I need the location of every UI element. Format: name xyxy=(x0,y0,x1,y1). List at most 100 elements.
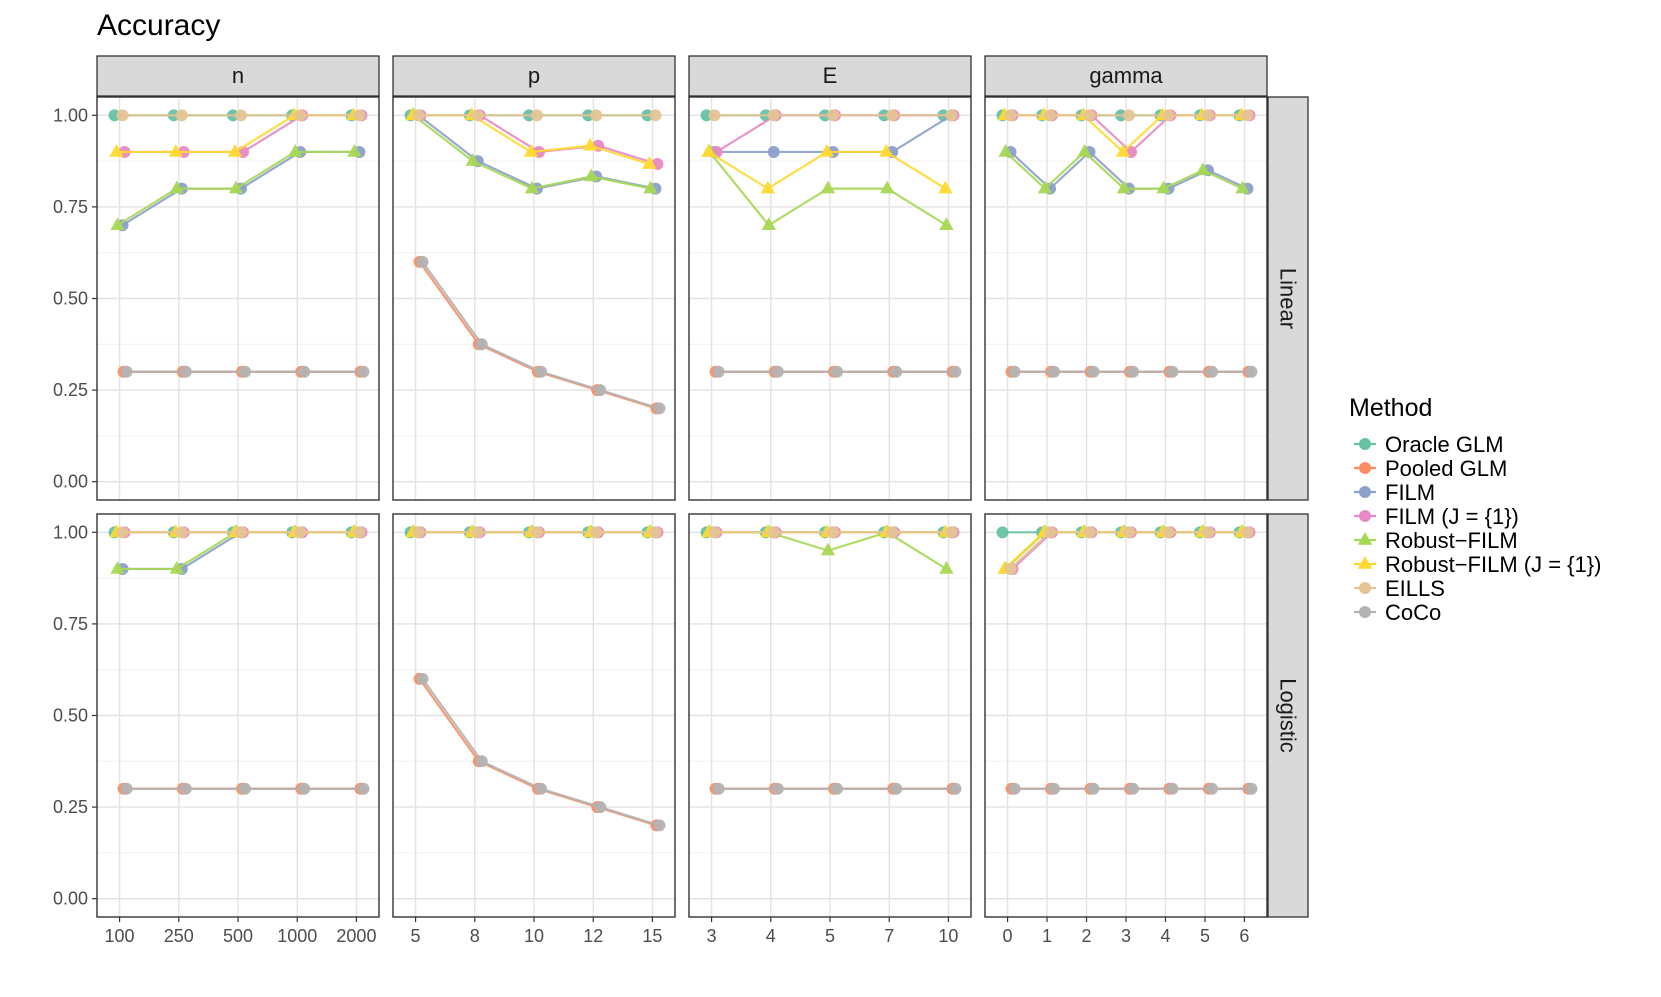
data-point-triangle xyxy=(169,180,184,194)
data-point xyxy=(1201,526,1214,539)
data-point xyxy=(412,526,425,539)
series-eills xyxy=(116,526,366,539)
y-tick-label: 0.75 xyxy=(53,197,88,217)
data-point xyxy=(653,819,666,832)
series-coco xyxy=(712,782,962,795)
panel-linear-p xyxy=(392,96,676,501)
data-point-triangle xyxy=(820,180,836,194)
data-point xyxy=(1241,109,1254,122)
x-tick-label: 10 xyxy=(524,926,544,946)
data-point xyxy=(1123,109,1135,122)
legend-item-robust-film-j-1: Robust−FILM (J = {1}) xyxy=(1354,552,1601,577)
data-point-triangle xyxy=(879,143,894,157)
x-tick-label: 100 xyxy=(105,926,135,946)
data-point xyxy=(827,526,839,539)
strip-logistic: Logistic xyxy=(1267,513,1309,918)
data-point xyxy=(179,365,192,378)
data-point xyxy=(827,109,839,122)
data-point-triangle xyxy=(1037,180,1053,194)
data-point-triangle xyxy=(288,143,303,157)
data-point xyxy=(239,365,251,378)
data-point xyxy=(1008,365,1021,378)
data-point xyxy=(1201,109,1214,122)
series-robust-film xyxy=(702,143,954,231)
data-point xyxy=(298,782,311,795)
data-point-triangle xyxy=(701,143,716,157)
legend-item-eills: EILLS xyxy=(1354,576,1445,601)
data-point-triangle xyxy=(1115,143,1131,157)
legend-item-coco: CoCo xyxy=(1354,600,1441,625)
data-point xyxy=(531,109,543,122)
data-point xyxy=(416,672,429,685)
strip-label-n: n xyxy=(232,63,244,88)
data-point xyxy=(357,365,370,378)
data-point xyxy=(1083,109,1096,122)
data-point-triangle xyxy=(819,143,835,157)
data-point xyxy=(235,526,247,539)
data-point xyxy=(1087,782,1100,795)
data-point-triangle xyxy=(1195,162,1211,176)
strip-background xyxy=(1267,513,1309,918)
series-robust-film xyxy=(406,107,658,194)
data-point-triangle xyxy=(643,180,658,194)
data-point xyxy=(1241,526,1254,539)
panel-border xyxy=(984,513,1268,918)
series-coco xyxy=(712,365,962,378)
data-point xyxy=(1127,365,1139,378)
data-point-triangle xyxy=(524,180,540,194)
data-point-triangle xyxy=(820,542,836,556)
data-point xyxy=(179,782,192,795)
data-point-triangle xyxy=(109,143,124,157)
data-point xyxy=(471,109,484,122)
data-point xyxy=(416,255,429,268)
strip-background xyxy=(96,55,380,97)
panel-logistic-gamma xyxy=(984,513,1268,918)
legend-key-circle xyxy=(1359,438,1371,450)
data-point xyxy=(1004,562,1017,575)
data-point-triangle xyxy=(227,143,243,157)
data-point-triangle xyxy=(939,560,954,574)
data-point-triangle xyxy=(642,156,657,169)
data-point xyxy=(767,145,780,158)
y-tick-label: 0.50 xyxy=(53,289,88,309)
data-point xyxy=(831,365,843,378)
series-eills xyxy=(708,526,958,539)
data-point xyxy=(708,526,721,539)
data-point-triangle xyxy=(998,143,1013,157)
x-tick-label: 4 xyxy=(766,926,776,946)
data-point-triangle xyxy=(169,560,184,574)
data-point xyxy=(1205,365,1218,378)
data-point xyxy=(535,782,547,795)
strip-label-linear: Linear xyxy=(1276,268,1301,329)
legend-label: EILLS xyxy=(1385,576,1445,601)
legend-label: FILM xyxy=(1385,480,1435,505)
data-point-triangle xyxy=(1235,180,1250,194)
strip-background xyxy=(392,55,676,97)
x-tick-label: 3 xyxy=(707,926,717,946)
legend-item-robust-film: Robust−FILM xyxy=(1354,528,1518,553)
data-point xyxy=(120,782,133,795)
legend-item-film-j-1: FILM (J = {1}) xyxy=(1354,504,1519,529)
x-tick-label: 8 xyxy=(470,926,480,946)
panel-logistic-p xyxy=(392,513,676,918)
y-tick-label: 0.50 xyxy=(53,706,88,726)
strip-background xyxy=(1267,96,1309,501)
legend-label: CoCo xyxy=(1385,600,1441,625)
legend-key-circle xyxy=(1359,582,1371,594)
legend-key-circle xyxy=(1359,462,1371,474)
data-point xyxy=(1087,365,1100,378)
data-point-triangle xyxy=(110,217,125,231)
data-point xyxy=(594,384,607,397)
x-tick-label: 1000 xyxy=(277,926,317,946)
data-point-triangle xyxy=(761,217,776,231)
data-point xyxy=(412,109,425,122)
data-point xyxy=(353,109,366,122)
series-coco xyxy=(416,255,666,415)
data-point xyxy=(1048,365,1061,378)
strip-gamma: gamma xyxy=(984,55,1268,97)
data-point xyxy=(712,782,725,795)
panel-linear-e xyxy=(688,96,972,501)
legend-item-film: FILM xyxy=(1354,480,1435,505)
data-point xyxy=(1162,526,1175,539)
x-tick-label: 1 xyxy=(1042,926,1052,946)
